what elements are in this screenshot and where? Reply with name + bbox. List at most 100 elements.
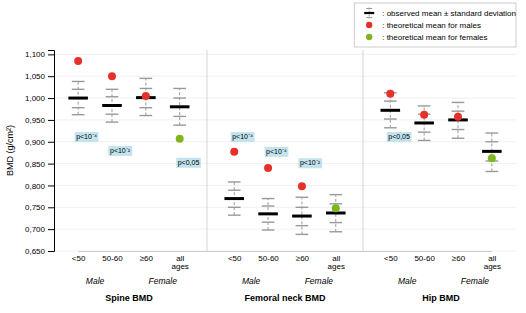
theoretical-dot (142, 92, 150, 100)
theoretical-dot (230, 148, 238, 156)
x-tick: 50-60 (258, 251, 279, 263)
p-value: p<10⁻² (108, 146, 132, 156)
legend-items: : observed mean ± standard deviation : th… (364, 8, 516, 42)
y-tick-mark (48, 207, 54, 208)
grid-line (54, 54, 516, 55)
x-tick-label: ≥60 (140, 254, 154, 263)
sd-tick (384, 127, 397, 128)
p-value: p<10⁻⁴ (231, 132, 255, 142)
grid-line (54, 163, 516, 164)
x-tick-label: allages (328, 254, 345, 272)
p-value-label: p<10⁻² (110, 147, 131, 155)
sd-tick (228, 207, 241, 208)
column (326, 195, 346, 232)
x-tick-label-line: 50-60 (102, 254, 123, 263)
group-separators (207, 50, 363, 251)
x-tick-label: 50-60 (258, 254, 279, 263)
y-tick-label: 0,750 (25, 203, 46, 212)
female-label: Female (305, 276, 334, 286)
x-tick: allages (328, 251, 345, 271)
grid-line (54, 119, 516, 120)
y-tick-mark (48, 185, 54, 186)
male-label: Male (86, 276, 105, 286)
p-value: p<10⁻⁴ (75, 132, 99, 142)
column (448, 102, 468, 138)
legend-symbol (366, 34, 372, 40)
column (102, 72, 122, 122)
p-value-background (75, 132, 99, 142)
sd-tick (72, 81, 85, 82)
grid (54, 54, 516, 251)
male-label: Male (242, 276, 261, 286)
x-tick-label-line: all (488, 254, 496, 263)
x-tick-label-line: <50 (228, 254, 242, 263)
theoretical-dot (108, 72, 116, 80)
group-label: Femoral neck BMD (244, 293, 326, 303)
x-axis-line (79, 251, 493, 252)
sd-tick (140, 88, 153, 89)
legend-symbol (366, 22, 372, 28)
sd-tick (262, 229, 275, 230)
sd-tick (452, 102, 465, 103)
mean-bar (224, 197, 244, 200)
sd-tick (486, 171, 499, 172)
female-label: Female (461, 276, 490, 286)
sd-tick (486, 141, 499, 142)
sd-tick (384, 100, 397, 101)
p-value-background (231, 132, 255, 142)
mean-bar (102, 104, 122, 107)
sd-tick (296, 225, 309, 226)
x-tick-label-line: ages (328, 262, 345, 271)
legend-symbol-tick (366, 8, 372, 9)
y-tick: 0,900 (25, 138, 54, 147)
x-tick: allages (172, 251, 189, 271)
p-value-label: p<10⁻⁴ (232, 133, 253, 141)
sd-tick (329, 231, 342, 232)
theoretical-dot (454, 113, 462, 121)
y-tick-mark (48, 142, 54, 143)
theoretical-dot (74, 57, 82, 65)
p-value: p<0,05 (176, 158, 201, 168)
x-tick-label-line: <50 (384, 254, 398, 263)
grid-line (54, 229, 516, 230)
female-label: Female (149, 276, 178, 286)
chart: 0,6500,7000,7500,8000,8500,9000,9501,000… (0, 0, 526, 313)
sd-tick (140, 107, 153, 108)
y-tick-label: 0,900 (25, 138, 46, 147)
y-tick-mark (48, 98, 54, 99)
theoretical-dot (386, 90, 394, 98)
legend: : observed mean ± standard deviation : th… (354, 3, 516, 47)
p-value-label: p<10⁻⁴ (266, 148, 287, 156)
sd-tick (228, 214, 241, 215)
sd-tick (140, 78, 153, 79)
x-tick: <50 (384, 251, 398, 263)
marks (68, 57, 501, 234)
sd-tick (384, 118, 397, 119)
sd-tick (173, 116, 186, 117)
legend-item: : theoretical mean for males (366, 21, 481, 30)
y-tick-mark (48, 251, 54, 252)
mean-bar (414, 121, 434, 124)
group-separator (206, 50, 207, 251)
group-label: Spine BMD (105, 293, 153, 303)
x-tick: <50 (228, 251, 242, 263)
legend-item: : observed mean ± standard deviation (364, 8, 516, 19)
y-tick-label: 0,850 (25, 160, 46, 169)
sd-tick (418, 105, 431, 106)
grid-line (54, 185, 516, 186)
theoretical-dot (488, 154, 496, 162)
p-value: p<10⁻⁴ (265, 147, 289, 157)
sd-tick (262, 198, 275, 199)
x-tick-label: 50-60 (102, 254, 123, 263)
y-tick-mark (48, 54, 54, 55)
y-tick-label: 0,650 (25, 247, 46, 256)
x-tick-label: allages (484, 254, 501, 272)
grid-line (54, 207, 516, 208)
column (68, 57, 88, 115)
y-tick: 0,850 (25, 160, 54, 169)
p-value: p<0,05 (387, 132, 412, 142)
mean-bar (292, 215, 312, 218)
legend-frame (354, 3, 516, 47)
sd-tick (418, 140, 431, 141)
grid-line (54, 98, 516, 99)
